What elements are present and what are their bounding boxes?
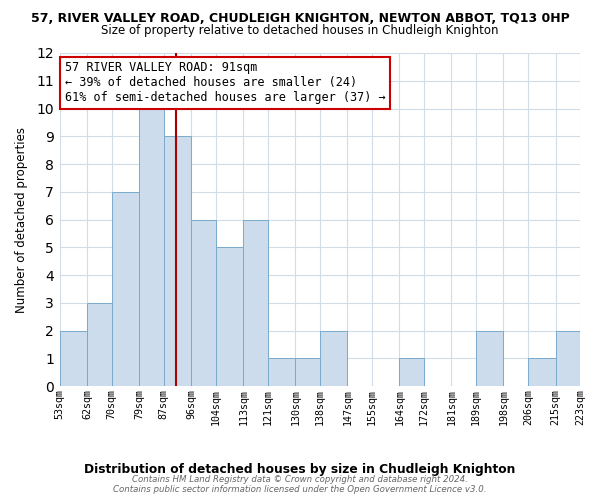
Bar bbox=[139, 108, 164, 386]
Bar bbox=[87, 303, 112, 386]
Bar bbox=[476, 330, 503, 386]
Text: Distribution of detached houses by size in Chudleigh Knighton: Distribution of detached houses by size … bbox=[85, 462, 515, 475]
Bar bbox=[268, 358, 295, 386]
Y-axis label: Number of detached properties: Number of detached properties bbox=[15, 126, 28, 312]
Bar bbox=[216, 248, 243, 386]
Bar bbox=[59, 330, 87, 386]
Bar bbox=[400, 358, 424, 386]
Bar bbox=[243, 220, 268, 386]
Text: 57 RIVER VALLEY ROAD: 91sqm
← 39% of detached houses are smaller (24)
61% of sem: 57 RIVER VALLEY ROAD: 91sqm ← 39% of det… bbox=[65, 62, 385, 104]
Bar bbox=[556, 330, 580, 386]
Bar bbox=[191, 220, 216, 386]
Bar bbox=[320, 330, 347, 386]
Bar bbox=[295, 358, 320, 386]
Bar bbox=[164, 136, 191, 386]
Text: Size of property relative to detached houses in Chudleigh Knighton: Size of property relative to detached ho… bbox=[101, 24, 499, 37]
Bar bbox=[112, 192, 139, 386]
Text: Contains HM Land Registry data © Crown copyright and database right 2024.
Contai: Contains HM Land Registry data © Crown c… bbox=[113, 474, 487, 494]
Bar bbox=[528, 358, 556, 386]
Text: 57, RIVER VALLEY ROAD, CHUDLEIGH KNIGHTON, NEWTON ABBOT, TQ13 0HP: 57, RIVER VALLEY ROAD, CHUDLEIGH KNIGHTO… bbox=[31, 12, 569, 26]
